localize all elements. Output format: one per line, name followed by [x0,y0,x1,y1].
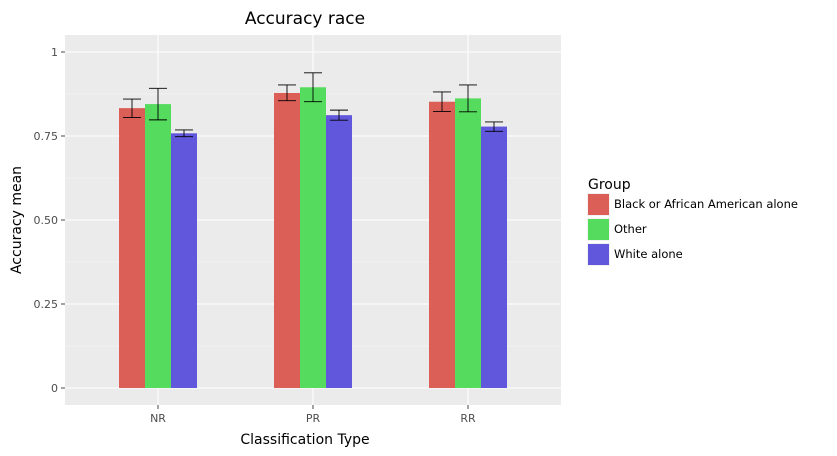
x-tick-label: NR [150,412,166,425]
chart-title: Accuracy race [245,9,365,29]
bar-nr-3 [171,133,197,388]
bar-pr-3 [326,115,352,388]
bar-nr-1 [119,108,145,388]
x-axis: NR PR RR [150,405,476,425]
y-tick-label: 0 [51,382,58,395]
legend-swatch [588,194,609,215]
bar-pr-2 [300,87,326,388]
bar-rr-3 [481,126,507,388]
x-axis-title: Classification Type [240,432,369,448]
legend-label: Black or African American alone [614,197,798,211]
y-tick-label: 0.50 [34,214,59,227]
legend-label: Other [614,222,647,236]
bar-pr-1 [274,92,300,388]
bar-nr-2 [145,104,171,388]
legend-swatch [588,244,609,265]
legend: Group Black or African American alone Oth… [587,177,798,266]
y-tick-label: 1 [51,46,58,59]
legend-title: Group [588,177,631,193]
legend-swatch [588,219,609,240]
y-tick-label: 0.25 [34,298,59,311]
legend-label: White alone [614,247,683,261]
bar-rr-2 [455,98,481,389]
bar-rr-1 [429,101,455,388]
y-axis: 0 0.25 0.50 0.75 1 [34,46,65,395]
bars-group [119,87,507,389]
x-tick-label: RR [460,412,476,425]
y-axis-title: Accuracy mean [9,166,25,274]
x-tick-label: PR [306,412,321,425]
error-bars-group [123,72,503,138]
y-tick-label: 0.75 [34,130,59,143]
